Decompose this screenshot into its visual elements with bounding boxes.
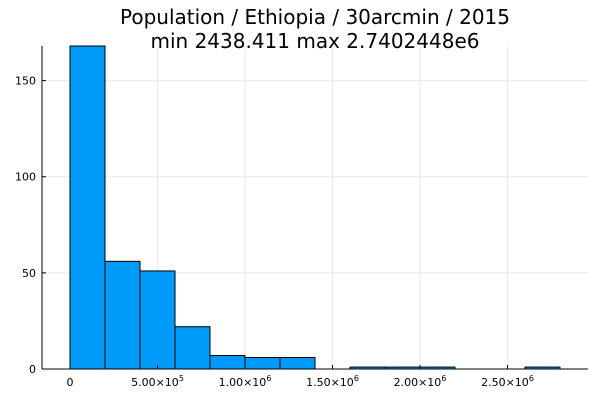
chart-title-line2: min 2438.411 max 2.7402448e6 [151,29,480,53]
x-tick-labels: 0 5.00×105 1.00×106 1.50×106 2.00×106 2.50×10… [67,374,534,389]
x-tick-label: 1.00×106 [219,374,272,389]
histogram-bar [139,270,176,370]
x-tick-label: 5.00×105 [131,374,184,389]
y-tick-label: 50 [22,267,36,280]
histogram-bars [69,45,561,370]
x-tick-label: 1.50×106 [306,374,359,389]
histogram-bar [104,260,141,370]
histogram-bar [209,355,246,370]
chart-title-line1: Population / Ethiopia / 30arcmin / 2015 [120,5,510,29]
histogram-bar [279,356,316,370]
y-tick-label: 100 [15,171,36,184]
y-tick-label: 0 [29,363,36,376]
histogram-bar [174,326,211,370]
axes [41,46,588,370]
y-tick-label: 150 [15,75,36,88]
x-tick-label: 2.00×106 [394,374,447,389]
histogram-bar [244,356,281,370]
y-tick-labels: 0 50 100 150 [15,75,36,376]
x-tick-label: 0 [67,376,74,389]
x-tick-label: 2.50×106 [481,374,534,389]
histogram-bar [69,45,106,370]
